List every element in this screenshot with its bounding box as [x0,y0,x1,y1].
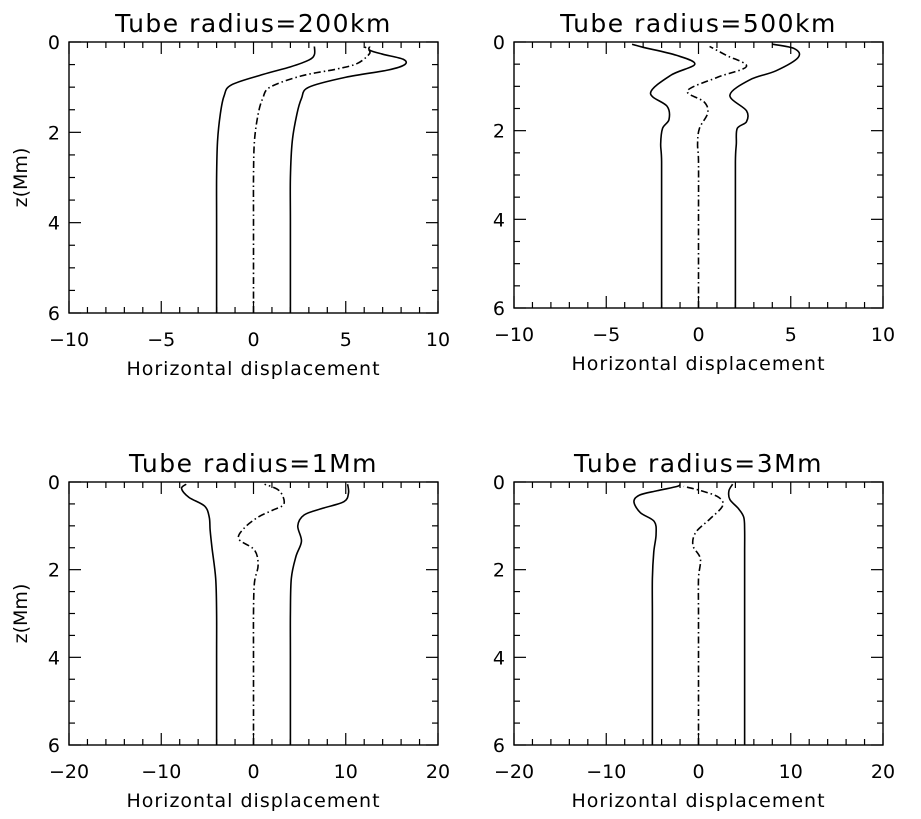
x-axis-label: Horizontal displacement [571,353,825,375]
panel-4: Tube radius=3Mm Horizontal displacement −2… [493,449,895,812]
y-tick-label: 0 [493,472,505,494]
x-tick-label: −10 [141,761,181,783]
series-solid-line [729,43,801,309]
y-tick-label: 2 [493,560,505,582]
y-tick-label: 6 [48,303,60,325]
x-tick-label: 0 [692,324,704,346]
x-tick-label: 10 [871,324,895,346]
y-tick-label: 0 [48,472,60,494]
x-tick-label: 10 [426,329,450,351]
series-dashdot-line [683,485,724,745]
x-tick-label: 5 [785,324,797,346]
chart-title: Tube radius=500km [559,9,837,38]
series-solid-line [289,484,350,745]
y-tick-label: 2 [48,122,60,144]
x-tick-label: −20 [494,761,534,783]
series-solid-line [289,46,408,313]
x-tick-label: 5 [340,329,352,351]
chart-title: Tube radius=1Mm [128,449,378,478]
y-tick-label: 0 [493,32,505,54]
x-tick-label: −5 [147,329,175,351]
y-tick-label: 4 [493,209,505,231]
x-axis-label: Horizontal displacement [126,790,380,812]
x-tick-label: −10 [49,329,89,351]
series-solid-line [727,483,746,745]
y-tick-label: 4 [48,213,60,235]
y-tick-label: 4 [493,647,505,669]
x-tick-label: 0 [692,761,704,783]
y-tick-label: 6 [493,298,505,320]
series-solid-line [631,43,696,308]
panel-3: Tube radius=1Mm Horizontal displacement z(… [10,449,450,812]
y-axis-label: z(Mm) [10,148,32,208]
series-solid-line [633,483,681,745]
series-solid-line [215,46,316,314]
x-tick-label: −5 [592,324,620,346]
series-solid-line [180,483,218,746]
x-tick-label: 20 [426,761,450,783]
x-tick-label: 10 [334,761,358,783]
x-tick-label: 0 [247,761,259,783]
y-tick-label: 6 [493,735,505,757]
series-dashdot-line [252,45,371,314]
x-axis-label: Horizontal displacement [126,358,380,380]
chart-title: Tube radius=3Mm [573,449,823,478]
x-axis-label: Horizontal displacement [571,790,825,812]
x-tick-label: −10 [494,324,534,346]
y-axis-label: z(Mm) [10,584,32,644]
x-tick-label: 0 [247,329,259,351]
panel-2: Tube radius=500km Horizontal displacement… [493,9,895,375]
series-dashdot-line [237,483,286,746]
y-tick-label: 6 [48,735,60,757]
x-tick-label: −20 [49,761,89,783]
y-tick-label: 4 [48,647,60,669]
panel-1: Tube radius=200km Horizontal displacement… [10,9,450,380]
series-dashdot-line [686,45,748,308]
y-tick-label: 2 [48,560,60,582]
x-tick-label: −10 [586,761,626,783]
y-tick-label: 2 [493,121,505,143]
chart-title: Tube radius=200km [114,9,392,38]
x-tick-label: 10 [779,761,803,783]
y-tick-label: 0 [48,32,60,54]
x-tick-label: 20 [871,761,895,783]
